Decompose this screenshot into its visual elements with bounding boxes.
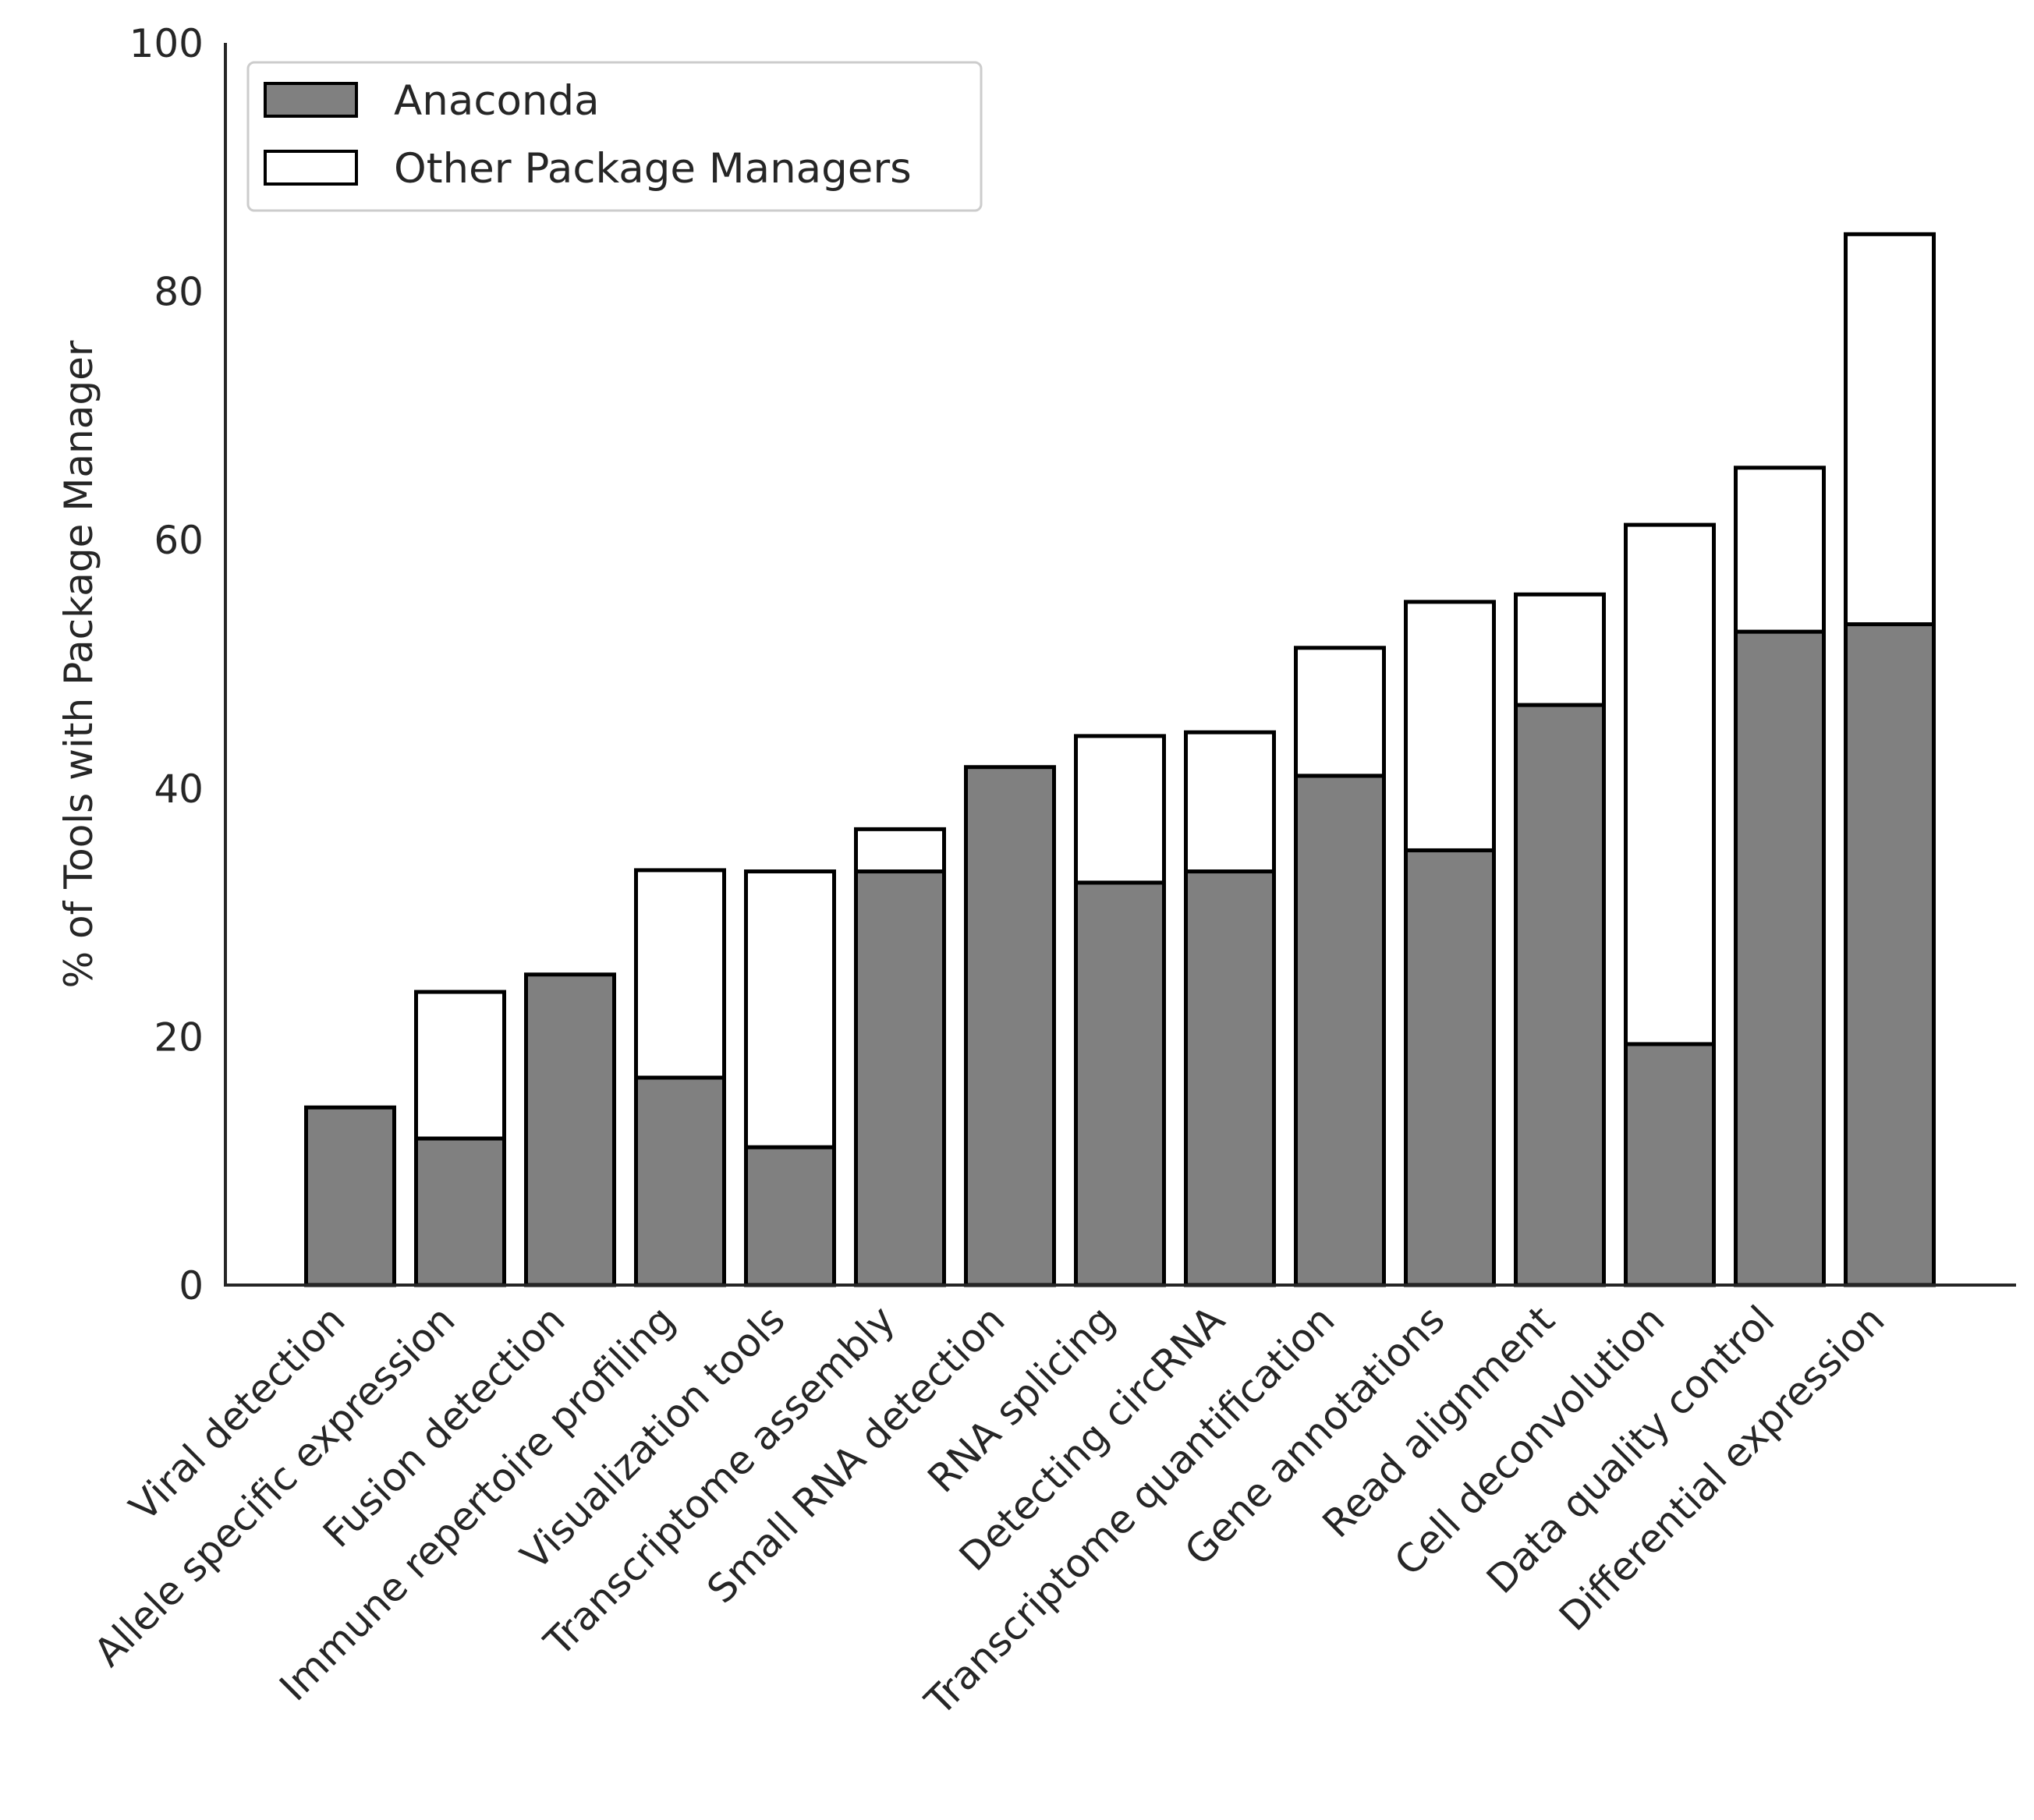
bar-anaconda-transcriptome-assembly: [854, 869, 946, 1287]
bar-anaconda-cell-deconvolution: [1624, 1042, 1716, 1287]
bar-anaconda-differential-expression: [1844, 622, 1936, 1287]
legend-frame: [246, 61, 983, 212]
bar-anaconda-small-rna-detection: [964, 765, 1056, 1287]
bar-other-package-managers-detecting-circrna: [1184, 730, 1276, 874]
y-tick-label-20: 20: [154, 1014, 204, 1060]
bar-anaconda-read-alignment: [1514, 703, 1606, 1287]
y-axis-title: % of Tools with Package Manager: [56, 340, 101, 988]
bar-other-package-managers-gene-annotations: [1404, 600, 1496, 852]
bar-other-package-managers-differential-expression: [1844, 232, 1936, 627]
y-tick-label-80: 80: [154, 270, 204, 315]
bar-anaconda-immune-repertoire-profiling: [634, 1075, 726, 1287]
bar-anaconda-gene-annotations: [1404, 848, 1496, 1287]
x-tick-label-rna-splicing: RNA splicing: [919, 1297, 1123, 1501]
bar-other-package-managers-visualization-tools: [744, 869, 836, 1149]
bars-layer: [304, 232, 1936, 1287]
y-tick-label-60: 60: [154, 518, 204, 563]
y-tick-label-0: 0: [179, 1263, 204, 1308]
bar-anaconda-viral-detection: [304, 1105, 396, 1287]
legend-swatch-anaconda: [264, 82, 358, 118]
bar-anaconda-visualization-tools: [744, 1145, 836, 1287]
bar-anaconda-transcriptome-quantification: [1294, 774, 1386, 1287]
bar-anaconda-detecting-circrna: [1184, 869, 1276, 1287]
x-tick-label-immune-repertoire-profiling: Immune repertoire profiling: [271, 1297, 683, 1709]
bar-other-package-managers-transcriptome-quantification: [1294, 646, 1386, 778]
bar-anaconda-data-quality-control: [1734, 629, 1826, 1287]
bar-other-package-managers-cell-deconvolution: [1624, 522, 1716, 1046]
bar-other-package-managers-immune-repertoire-profiling: [634, 868, 726, 1080]
bar-anaconda-allele-specific-expression: [414, 1136, 506, 1287]
bar-anaconda-rna-splicing: [1074, 880, 1166, 1287]
axes-layer: [224, 43, 2016, 1287]
legend-swatch-other-package-managers: [264, 150, 358, 186]
legend: Anaconda Other Package Managers: [246, 61, 983, 212]
y-tick-labels: 0 20 40 60 80 100: [129, 21, 204, 1308]
y-tick-label-100: 100: [129, 21, 204, 66]
bar-other-package-managers-rna-splicing: [1074, 734, 1166, 885]
bar-other-package-managers-transcriptome-assembly: [854, 827, 946, 874]
y-tick-label-40: 40: [154, 767, 204, 812]
legend-label-other-package-managers: Other Package Managers: [394, 145, 912, 193]
bar-other-package-managers-data-quality-control: [1734, 466, 1826, 634]
bar-other-package-managers-allele-specific-expression: [414, 990, 506, 1141]
bar-other-package-managers-read-alignment: [1514, 592, 1606, 707]
bar-anaconda-fusion-detection: [524, 972, 616, 1287]
legend-label-anaconda: Anaconda: [394, 77, 600, 125]
